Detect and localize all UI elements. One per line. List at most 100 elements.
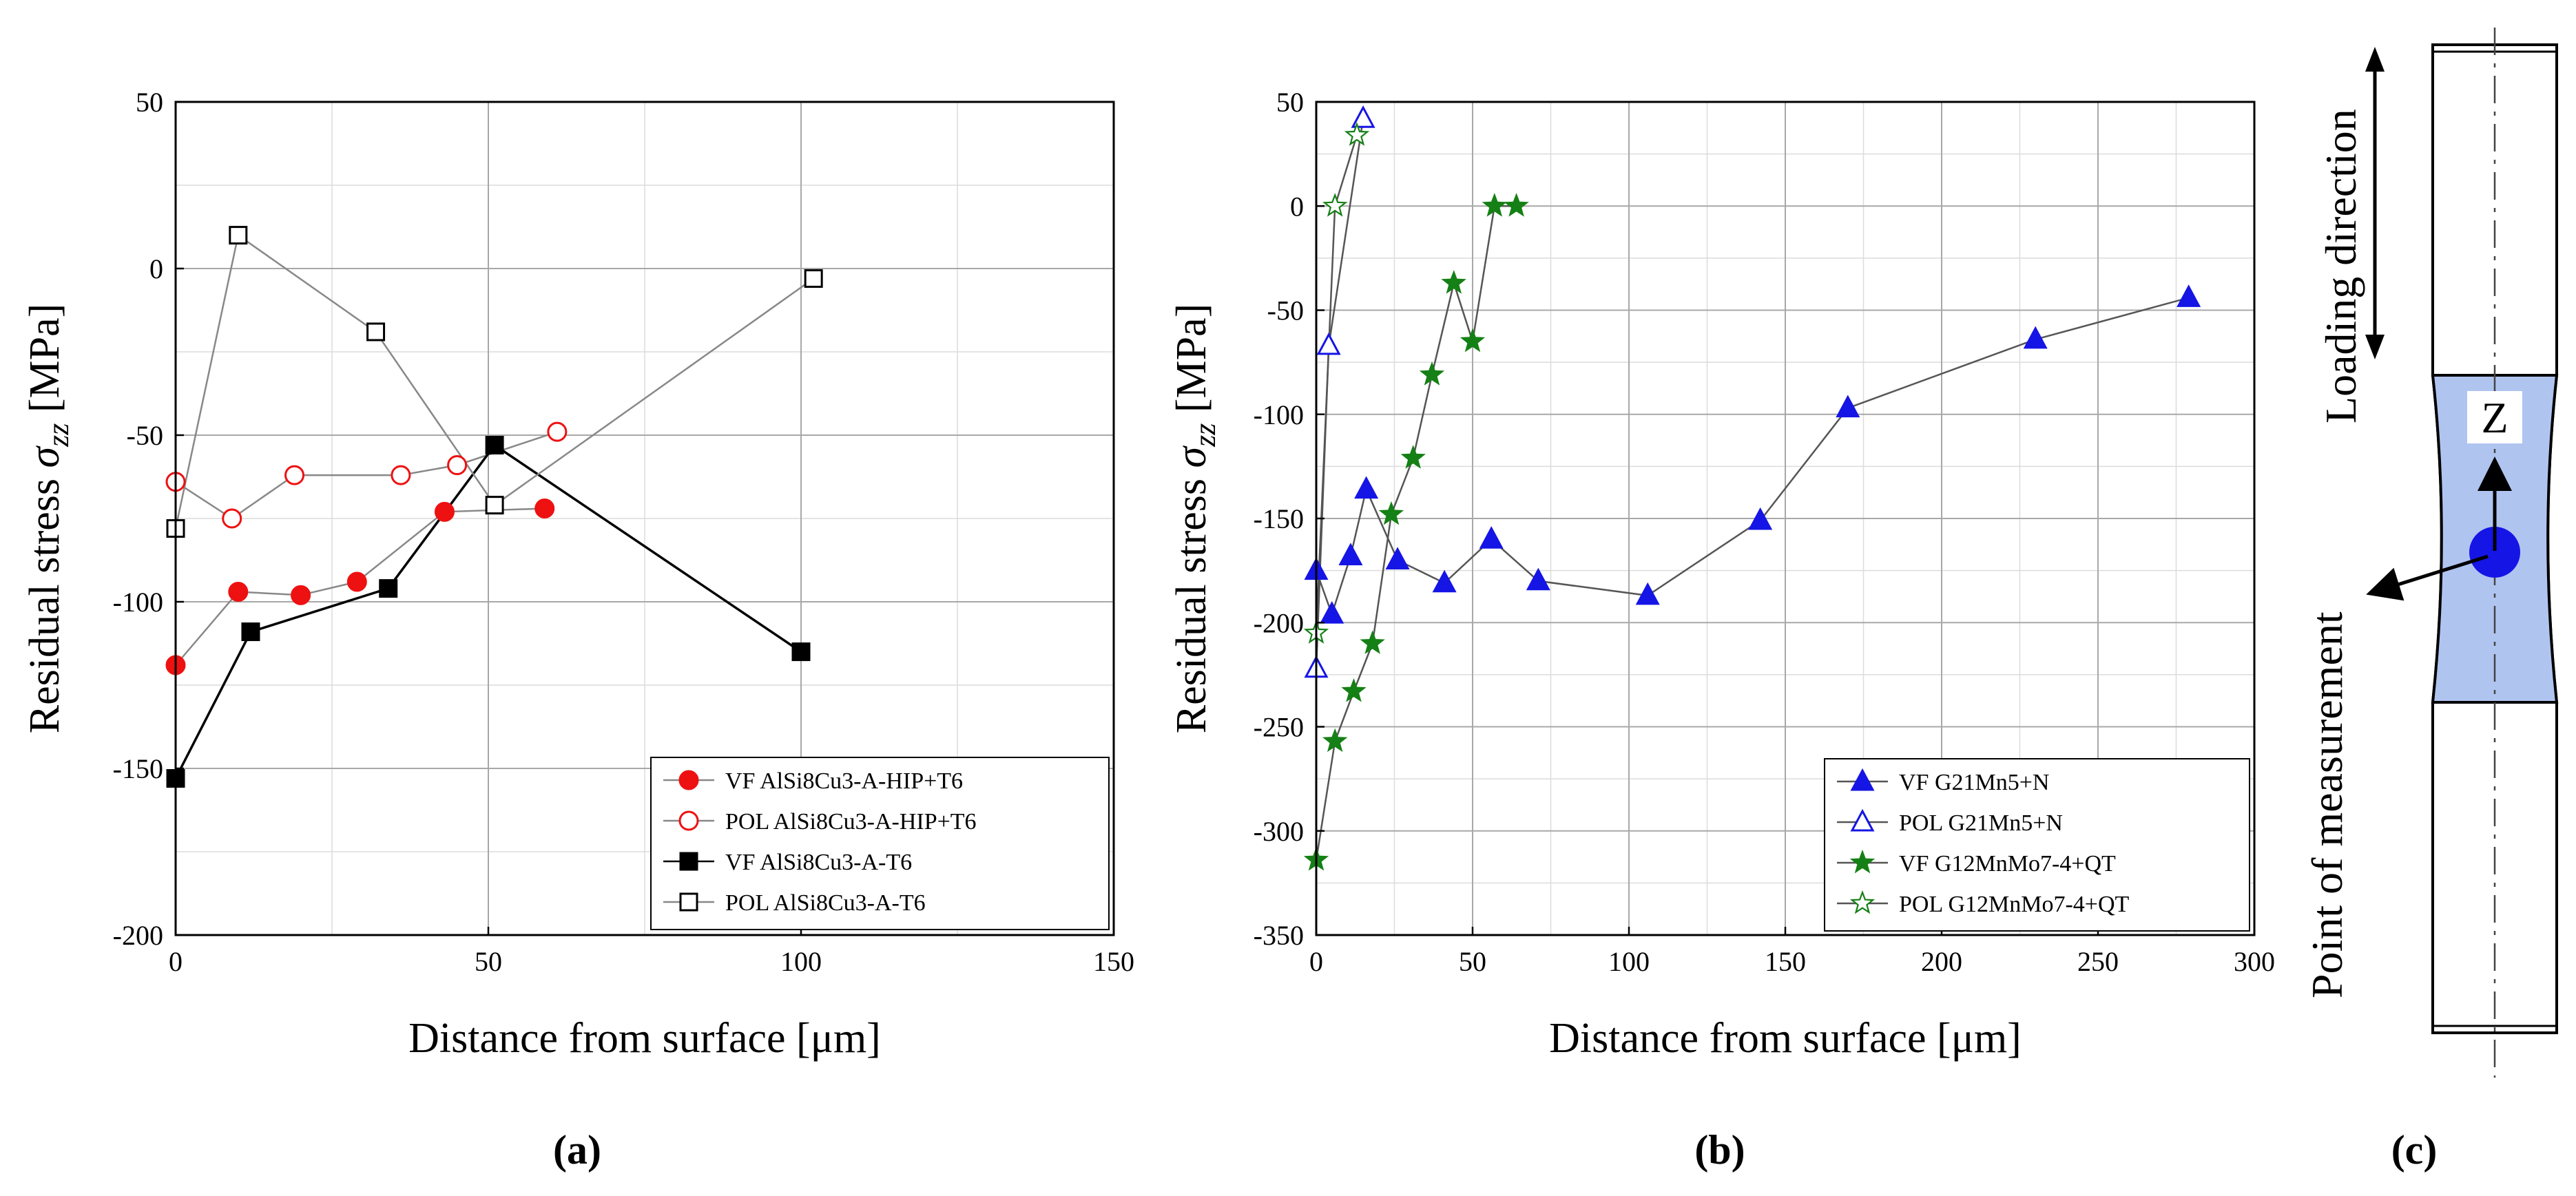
chart-a-x-axis-label: Distance from surface [μm]	[408, 1015, 881, 1062]
chart-a-ytick-label: -50	[127, 420, 163, 451]
chart-a-legend-label-0: VF AlSi8Cu3-A-HIP+T6	[725, 768, 963, 794]
chart-a-legend-box	[650, 757, 1110, 930]
chart-b-ylabel-symbol: σ	[1168, 445, 1215, 468]
loading-arrowhead-bottom	[2365, 335, 2385, 359]
chart-a-point-s1	[447, 455, 468, 476]
chart-b-point-s1	[1351, 105, 1375, 128]
chart-a-legend-label-3: POL AlSi8Cu3-A-T6	[725, 890, 926, 916]
chart-a-point-s3	[366, 322, 386, 342]
chart-b-ytick-label: -300	[1254, 816, 1304, 847]
chart-b-xtick-label: 300	[2234, 946, 2275, 977]
point-of-measurement-label: Point of measurement	[2303, 611, 2351, 998]
chart-b-ytick-label: 50	[1276, 87, 1304, 118]
chart-b-point-s0	[1526, 567, 1550, 591]
chart-a-xtick-label: 50	[475, 946, 502, 977]
chart-b-point-s2	[1504, 193, 1529, 217]
chart-b-point-s0	[1354, 476, 1379, 499]
chart-a-point-s1	[222, 508, 242, 529]
chart-b-ylabel-unit: [MPa]	[1168, 304, 1215, 423]
chart-b-legend-label-0: VF G21Mn5+N	[1899, 770, 2049, 795]
chart-a-caption: (a)	[553, 1127, 601, 1173]
chart-b-legend-box	[1824, 758, 2250, 932]
chart-a-ylabel-text: Residual stress	[21, 468, 68, 734]
chart-b-point-s1	[1316, 332, 1341, 355]
chart-b-caption: (b)	[1694, 1127, 1745, 1173]
loading-arrowhead-top	[2365, 47, 2385, 72]
chart-b-ytick-label: -250	[1254, 712, 1304, 743]
chart-b-point-s2	[1460, 328, 1486, 353]
chart-b-legend-marker-3	[1849, 890, 1876, 914]
chart-a-ylabel-sub: zz	[41, 423, 75, 448]
chart-a-point-s0	[228, 581, 249, 602]
chart-a-ytick-label: 50	[136, 87, 163, 118]
chart-b-xtick-label: 250	[2077, 946, 2119, 977]
chart-b-point-s0	[1432, 569, 1457, 593]
chart-b-ytick-label: 0	[1290, 191, 1304, 222]
chart-a-point-s0	[434, 501, 455, 522]
chart-a-point-s3	[804, 269, 823, 288]
chart-b-point-s0	[1748, 507, 1773, 530]
chart-a-ytick-label: -200	[113, 920, 163, 951]
chart-b-ylabel-sub: zz	[1188, 423, 1222, 448]
chart-b-point-s2	[1322, 728, 1348, 753]
loading-direction-label: Loading direction	[2316, 109, 2365, 423]
chart-b-point-s2	[1378, 501, 1404, 525]
chart-b-x-axis-label: Distance from surface [μm]	[1549, 1015, 2022, 1062]
chart-b-legend-label-3: POL G12MnMo7-4+QT	[1899, 892, 2130, 917]
chart-b-ytick-label: -200	[1254, 607, 1304, 638]
chart-a-point-s3	[485, 496, 504, 515]
chart-b-y-axis-label: Residual stress σzz [MPa]	[1168, 304, 1222, 734]
caption-c: (c)	[2391, 1127, 2438, 1173]
chart-b-xtick-label: 200	[1921, 946, 1962, 977]
chart-b-point-s3	[1322, 193, 1348, 217]
chart-b-legend-marker-1	[1850, 808, 1875, 832]
chart-a-point-s3	[229, 226, 248, 245]
measurement-point	[2469, 527, 2520, 578]
chart-a-legend-marker-3	[679, 892, 698, 912]
chart-a-ylabel-symbol: σ	[21, 445, 68, 468]
chart-b-legend-marker-2	[1849, 849, 1876, 874]
chart-a-ytick-label: -150	[113, 753, 163, 784]
chart-a-ytick-label: -100	[113, 587, 163, 618]
chart-b-xtick-label: 100	[1608, 946, 1650, 977]
chart-b-point-s2	[1482, 193, 1507, 217]
chart-a-y-axis-label: Residual stress σzz [MPa]	[21, 304, 75, 734]
chart-b-legend-label-2: VF G12MnMo7-4+QT	[1899, 851, 2116, 877]
chart-a-point-s0	[534, 498, 555, 518]
chart-a-xtick-label: 0	[169, 946, 183, 977]
chart-a-point-s2	[379, 579, 398, 598]
chart-a-ylabel-unit: [MPa]	[21, 304, 68, 423]
chart-b-point-s2	[1419, 361, 1445, 386]
chart-b-point-s0	[1836, 395, 1860, 418]
z-axis-label: Z	[2481, 393, 2508, 442]
specimen-diagram: Z Loading direction Point of measurement…	[2303, 28, 2559, 1173]
chart-a-point-s1	[391, 465, 411, 485]
chart-a-series-line-1	[175, 431, 558, 520]
chart-a-frame	[174, 101, 1115, 936]
chart-b-ytick-label: -350	[1254, 920, 1304, 951]
chart-b-ytick-label: -50	[1267, 295, 1304, 326]
chart-a-point-s2	[241, 622, 260, 642]
chart-a-legend-marker-2	[679, 852, 698, 871]
chart-b-legend-marker-0	[1850, 768, 1875, 791]
chart-panel-b: 0 50 100 150 200 250 300 -350 -300 -250 -200 -150 -1…	[1168, 87, 2275, 1173]
chart-a-legend-marker-1	[678, 810, 699, 831]
chart-b-point-s0	[2023, 326, 2048, 349]
chart-b-xtick-label: 0	[1309, 946, 1323, 977]
chart-a-xtick-label: 150	[1093, 946, 1134, 977]
chart-b-point-s0	[1479, 526, 1504, 549]
chart-b-point-s2	[1341, 678, 1367, 702]
chart-a-point-s1	[547, 421, 568, 442]
chart-a-legend-marker-0	[678, 770, 699, 790]
chart-a-legend-label-1: POL AlSi8Cu3-A-HIP+T6	[725, 809, 977, 835]
chart-b-point-s3	[1344, 122, 1370, 146]
chart-a-ytick-label: 0	[149, 253, 163, 284]
chart-a-xtick-label: 100	[780, 946, 822, 977]
chart-a-point-s1	[284, 465, 305, 485]
z-label-box	[2467, 391, 2522, 443]
chart-b-point-s2	[1360, 630, 1385, 654]
chart-a-point-s0	[291, 585, 311, 605]
chart-panel-a: 0 50 100 150 -200 -150 -100 -50 0 50 Distance from…	[21, 87, 1134, 1173]
chart-b-point-s2	[1400, 445, 1426, 469]
chart-b-point-s0	[1385, 547, 1410, 569]
